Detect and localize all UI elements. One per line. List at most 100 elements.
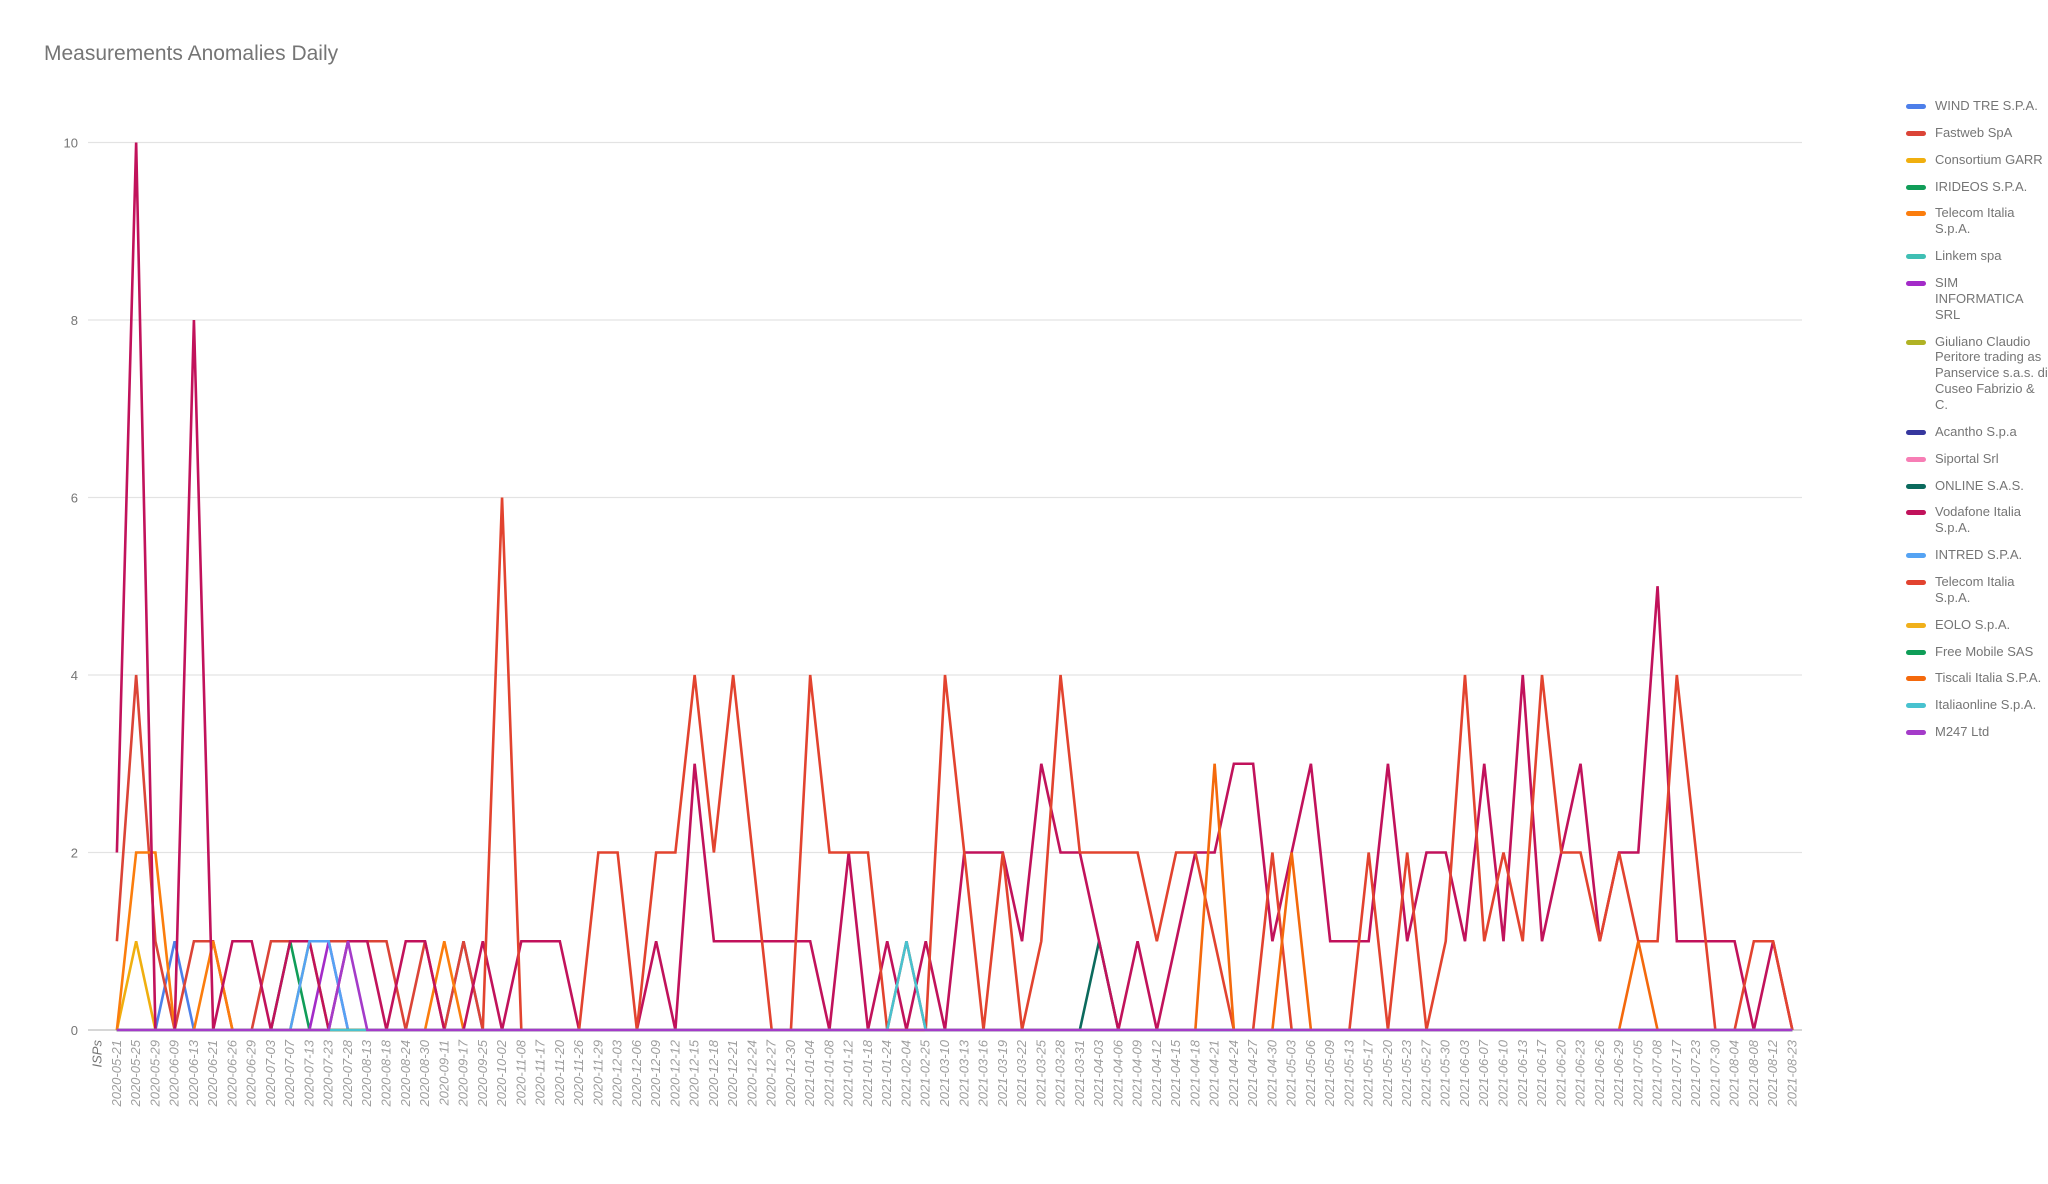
series-line-19	[116, 940, 1793, 1032]
x-axis-tick-label: 2021-01-08	[821, 1039, 836, 1107]
y-axis-tick-label: 2	[71, 846, 78, 861]
legend-item-label: Consortium GARR	[1935, 151, 2043, 167]
series-line-4	[116, 940, 1793, 1032]
x-axis-tick-label: 2020-06-29	[244, 1040, 259, 1108]
x-axis-tick-label: 2021-05-03	[1284, 1039, 1299, 1107]
series-line-13	[116, 939, 1793, 1032]
series-line-8	[116, 940, 1793, 1032]
x-axis-tick-label: 2021-04-15	[1168, 1039, 1183, 1107]
x-axis-tick-label: 2020-07-13	[301, 1039, 316, 1107]
x-axis-tick-label: 2021-06-03	[1457, 1039, 1472, 1107]
legend-item-12[interactable]: Vodafone Italia S.p.A.	[1906, 504, 2048, 536]
legend-swatch-icon	[1906, 703, 1926, 709]
legend-swatch-icon	[1906, 130, 1926, 136]
legend-item-19[interactable]: M247 Ltd	[1906, 724, 2048, 740]
x-axis-tick-label: 2021-04-03	[1091, 1039, 1106, 1107]
legend-item-5[interactable]: Telecom Italia S.p.A.	[1906, 205, 2048, 237]
page-title: Measurements Anomalies Daily	[44, 42, 339, 65]
x-axis-tick-label: 2020-06-13	[186, 1039, 201, 1107]
legend-item-label: Linkem spa	[1935, 248, 2002, 264]
legend-item-label: Italiaonline S.p.A.	[1935, 697, 2037, 713]
x-axis-tick-label: 2020-07-28	[340, 1039, 355, 1107]
legend-swatch-icon	[1906, 104, 1926, 109]
x-axis-tick-label: 2021-07-05	[1630, 1039, 1645, 1107]
series-line-7	[116, 940, 1793, 1032]
x-axis-tick-label: 2021-03-10	[937, 1039, 952, 1107]
x-axis-tick-label: 2021-05-20	[1380, 1039, 1395, 1107]
x-axis-tick-label: 2021-03-13	[956, 1039, 971, 1107]
x-axis-tick-label: 2021-07-08	[1650, 1039, 1665, 1107]
x-axis-tick-label: 2021-04-30	[1264, 1039, 1279, 1107]
legend-item-2[interactable]: Fastweb SpA	[1906, 125, 2048, 141]
x-axis-tick-label: 2020-08-24	[398, 1040, 413, 1108]
legend-swatch-icon	[1906, 676, 1926, 682]
y-axis-tick-label: 10	[64, 136, 78, 151]
x-axis-tick-label: 2020-11-17	[533, 1039, 548, 1106]
series-line-3	[115, 940, 1793, 1032]
legend-item-7[interactable]: SIM INFORMATICA SRL	[1906, 275, 2048, 323]
legend-item-3[interactable]: Consortium GARR	[1906, 152, 2048, 168]
legend-item-16[interactable]: Free Mobile SAS	[1906, 644, 2048, 660]
legend-item-1[interactable]: WIND TRE S.P.A.	[1906, 98, 2048, 114]
legend-item-label: INTRED S.P.A.	[1935, 547, 2023, 563]
x-axis-tick-label: 2021-01-04	[802, 1040, 817, 1108]
legend-item-13[interactable]: INTRED S.P.A.	[1906, 547, 2048, 563]
legend-item-9[interactable]: Acantho S.p.a	[1906, 424, 2048, 440]
legend-item-label: Giuliano Claudio Peritore trading as Pan…	[1935, 333, 2048, 413]
x-axis-tick-label: 2020-05-29	[147, 1040, 162, 1108]
x-axis-tick-label: 2020-05-25	[128, 1039, 143, 1107]
y-axis-tick-label: 6	[71, 491, 78, 506]
x-axis-tick-label: 2021-03-31	[1072, 1040, 1087, 1108]
legend-item-label: IRIDEOS S.P.A.	[1935, 178, 2028, 194]
x-axis-tick-label: 2021-06-20	[1553, 1039, 1568, 1107]
x-axis-tick-label: 2020-08-18	[379, 1039, 394, 1107]
legend-swatch-icon	[1906, 281, 1926, 287]
legend-item-label: Vodafone Italia S.p.A.	[1935, 504, 2022, 536]
x-axis-tick-label: 2020-09-11	[436, 1040, 451, 1107]
x-axis-tick-label: 2021-04-12	[1149, 1039, 1164, 1107]
legend-item-18[interactable]: Italiaonline S.p.A.	[1906, 697, 2048, 713]
x-axis-tick-label: 2021-06-10	[1495, 1039, 1510, 1107]
legend-item-label: Free Mobile SAS	[1935, 643, 2034, 659]
x-axis-tick-label: 2020-07-07	[282, 1039, 297, 1107]
x-axis-tick-label: 2021-06-17	[1534, 1039, 1549, 1107]
x-axis-tick-label: 2021-03-25	[1033, 1039, 1048, 1107]
legend-item-8[interactable]: Giuliano Claudio Peritore trading as Pan…	[1906, 334, 2048, 413]
legend-swatch-icon	[1906, 184, 1926, 190]
x-axis-tick-label: 2020-05-21	[109, 1040, 124, 1108]
legend-swatch-icon	[1906, 456, 1926, 462]
legend-swatch-icon	[1906, 730, 1926, 736]
legend-item-14[interactable]: Telecom Italia S.p.A.	[1906, 574, 2048, 606]
legend-item-4[interactable]: IRIDEOS S.P.A.	[1906, 179, 2048, 195]
x-axis-tick-label: 2020-12-21	[725, 1040, 740, 1108]
x-axis-tick-label: 2020-09-25	[475, 1039, 490, 1107]
legend-item-11[interactable]: ONLINE S.A.S.	[1906, 478, 2048, 494]
x-axis-tick-label: 2021-05-30	[1438, 1039, 1453, 1107]
x-axis-tick-label: 2020-11-08	[513, 1039, 528, 1106]
legend-swatch-icon	[1906, 649, 1926, 655]
x-axis-tick-label: 2021-03-22	[1014, 1039, 1029, 1107]
x-axis-title: ISPs	[90, 1040, 105, 1068]
x-axis-tick-label: 2021-02-25	[918, 1039, 933, 1107]
legend-item-10[interactable]: Siportal Srl	[1906, 451, 2048, 467]
legend-swatch-icon	[1906, 622, 1926, 628]
x-axis-tick-label: 2020-12-12	[667, 1039, 682, 1107]
y-axis-tick-label: 4	[71, 668, 78, 683]
x-axis-tick-label: 2021-05-09	[1322, 1040, 1337, 1108]
legend-item-17[interactable]: Tiscali Italia S.P.A.	[1906, 670, 2048, 686]
x-axis-tick-label: 2021-05-06	[1303, 1039, 1318, 1107]
legend-item-label: Tiscali Italia S.P.A.	[1935, 670, 2042, 686]
legend-item-15[interactable]: EOLO S.p.A.	[1906, 617, 2048, 633]
x-axis-tick-label: 2021-04-18	[1187, 1039, 1202, 1107]
legend-swatch-icon	[1906, 510, 1926, 516]
x-axis-tick-label: 2021-06-13	[1515, 1039, 1530, 1107]
x-axis-tick-label: 2020-07-23	[321, 1039, 336, 1107]
legend-swatch-icon	[1906, 429, 1926, 435]
x-axis-tick-label: 2020-12-30	[783, 1039, 798, 1107]
x-axis-tick-label: 2021-06-07	[1476, 1039, 1491, 1107]
y-axis-tick-label: 0	[71, 1023, 78, 1038]
legend-item-6[interactable]: Linkem spa	[1906, 248, 2048, 264]
x-axis-tick-label: 2021-05-27	[1418, 1039, 1433, 1107]
x-axis-tick-label: 2020-12-09	[648, 1040, 663, 1108]
